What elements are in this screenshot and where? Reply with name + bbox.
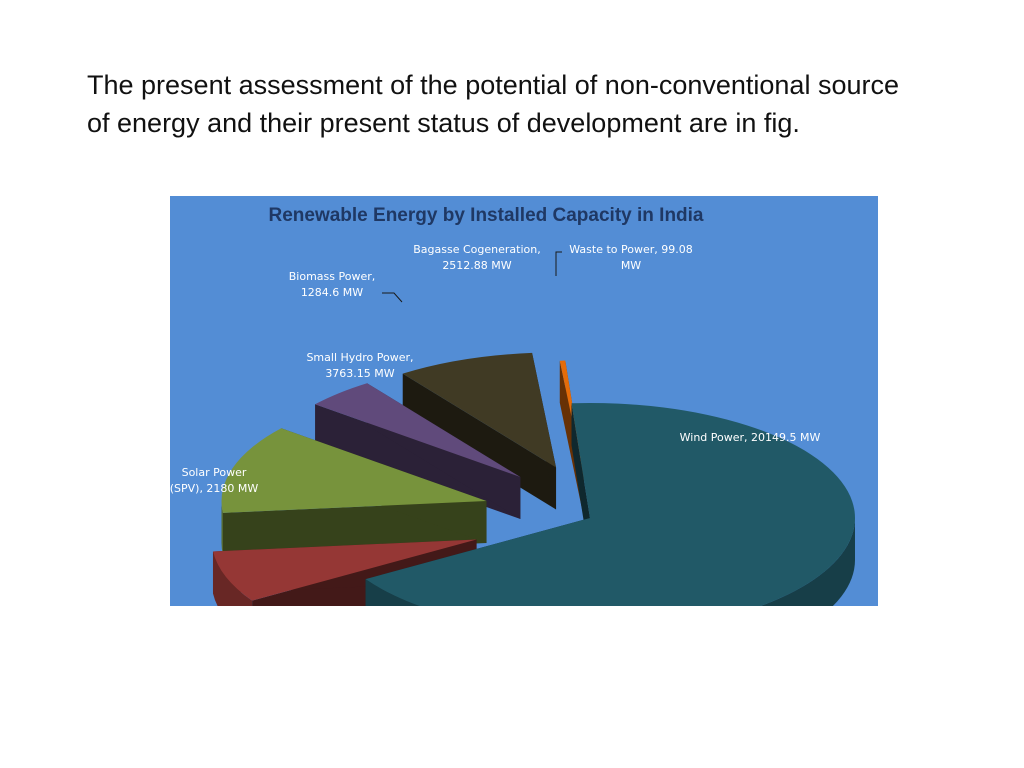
data-label-line: (SPV), 2180 MW [170,482,258,495]
data-label-line: Waste to Power, 99.08 [569,243,693,256]
data-label-line: Small Hydro Power, [306,351,413,364]
chart-title: Renewable Energy by Installed Capacity i… [268,205,703,226]
data-label-line: 2512.88 MW [442,259,511,272]
pie-chart: Wind Power, 20149.5 MW Solar Power (SPV), … [170,196,878,606]
data-label-line: MW [621,259,641,272]
data-label-line: 1284.6 MW [301,286,363,299]
slide-body-text: The present assessment of the potential … [87,66,927,142]
data-label-line: Bagasse Cogeneration, [413,243,540,256]
pie-chart-svg: Wind Power, 20149.5 MW Solar Power (SPV), … [170,196,878,606]
data-label-line: 3763.15 MW [325,367,394,380]
data-label-line: Wind Power, 20149.5 MW [680,431,821,444]
data-label-line: Biomass Power, [289,270,376,283]
data-label-line: Solar Power [182,466,247,479]
data-label-wind-power: Wind Power, 20149.5 MW [680,431,821,444]
